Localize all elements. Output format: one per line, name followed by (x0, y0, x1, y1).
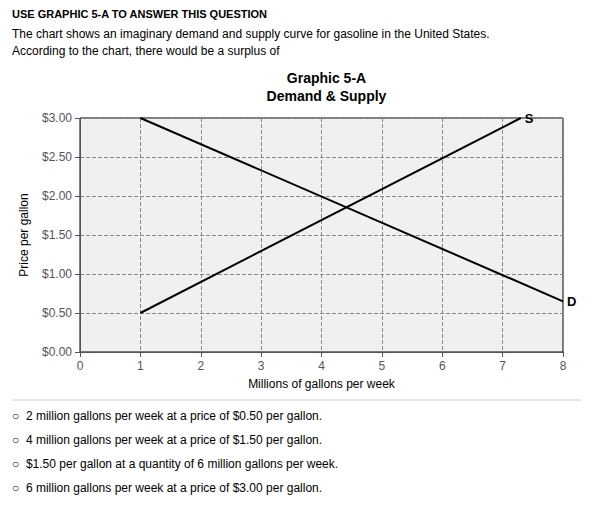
svg-text:$0.00: $0.00 (42, 345, 72, 359)
svg-text:S: S (525, 111, 534, 126)
svg-text:$1.00: $1.00 (42, 267, 72, 281)
svg-text:○ 2 million gallons per week: ○ 2 million gallons per week at a price … (12, 409, 322, 423)
svg-text:$2.50: $2.50 (42, 150, 72, 164)
svg-text:The chart shows an imaginary d: The chart shows an imaginary demand and … (12, 27, 490, 41)
svg-text:3: 3 (258, 359, 265, 373)
svg-text:Graphic 5-A: Graphic 5-A (287, 70, 366, 86)
svg-text:Demand & Supply: Demand & Supply (267, 88, 387, 104)
svg-text:○ 4 million gallons per week: ○ 4 million gallons per week at a price … (12, 433, 322, 447)
svg-text:D: D (567, 294, 576, 309)
svg-text:○ 6 million gallons per week: ○ 6 million gallons per week at a price … (12, 481, 322, 495)
svg-text:5: 5 (379, 359, 386, 373)
svg-text:$3.00: $3.00 (42, 111, 72, 125)
svg-text:Millions of gallons per week: Millions of gallons per week (248, 377, 396, 391)
svg-text:2: 2 (197, 359, 204, 373)
svg-text:$2.00: $2.00 (42, 189, 72, 203)
svg-text:USE GRAPHIC 5-A TO ANSWER THIS: USE GRAPHIC 5-A TO ANSWER THIS QUESTION (12, 8, 267, 20)
svg-text:$1.50: $1.50 (42, 228, 72, 242)
svg-text:○ $1.50 per gallon at a quant: ○ $1.50 per gallon at a quantity of 6 mi… (12, 457, 338, 471)
svg-text:According to the chart, there: According to the chart, there would be a… (12, 44, 280, 58)
svg-text:8: 8 (560, 359, 567, 373)
svg-text:Price per gallon: Price per gallon (17, 193, 31, 276)
svg-text:6: 6 (439, 359, 446, 373)
svg-text:1: 1 (137, 359, 144, 373)
svg-text:$0.50: $0.50 (42, 306, 72, 320)
svg-text:7: 7 (499, 359, 506, 373)
svg-text:0: 0 (77, 359, 84, 373)
svg-text:4: 4 (318, 359, 325, 373)
